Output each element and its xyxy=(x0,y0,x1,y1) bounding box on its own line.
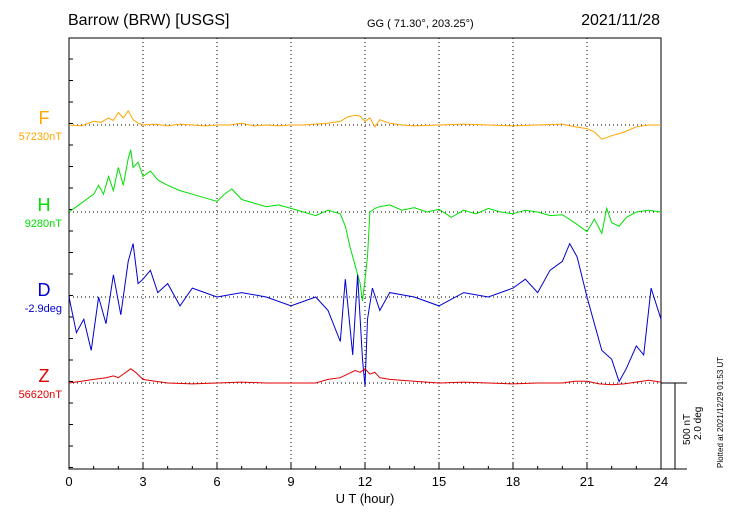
baseline-label-d: -2.9deg xyxy=(24,303,62,315)
plot-date: 2021/11/28 xyxy=(581,12,660,29)
station-title: Barrow (BRW) [USGS] xyxy=(68,12,230,29)
series-line-z xyxy=(68,368,662,386)
x-tick-label: 6 xyxy=(213,474,220,489)
geographic-coordinates: GG ( 71.30°, 203.25°) xyxy=(367,18,474,30)
x-tick-label: 9 xyxy=(287,474,294,489)
component-label-z: Z xyxy=(38,366,50,386)
series-line-h xyxy=(68,149,662,302)
baseline-label-z: 56620nT xyxy=(18,389,62,401)
component-label-h: H xyxy=(37,195,51,215)
x-axis-label: U T (hour) xyxy=(336,491,395,506)
baseline-label-f: 57230nT xyxy=(18,131,62,143)
x-tick-label: 21 xyxy=(580,474,594,489)
x-tick-label: 24 xyxy=(654,474,668,489)
component-label-f: F xyxy=(38,108,50,128)
x-tick-label: 18 xyxy=(506,474,520,489)
series-line-f xyxy=(68,109,661,140)
series-line-d xyxy=(68,242,662,387)
x-tick-label: 0 xyxy=(65,474,72,489)
x-tick-label: 15 xyxy=(432,474,446,489)
x-tick-label: 3 xyxy=(139,474,146,489)
component-label-d: D xyxy=(37,280,51,300)
baseline-label-h: 9280nT xyxy=(24,218,62,230)
x-tick-label: 12 xyxy=(358,474,372,489)
